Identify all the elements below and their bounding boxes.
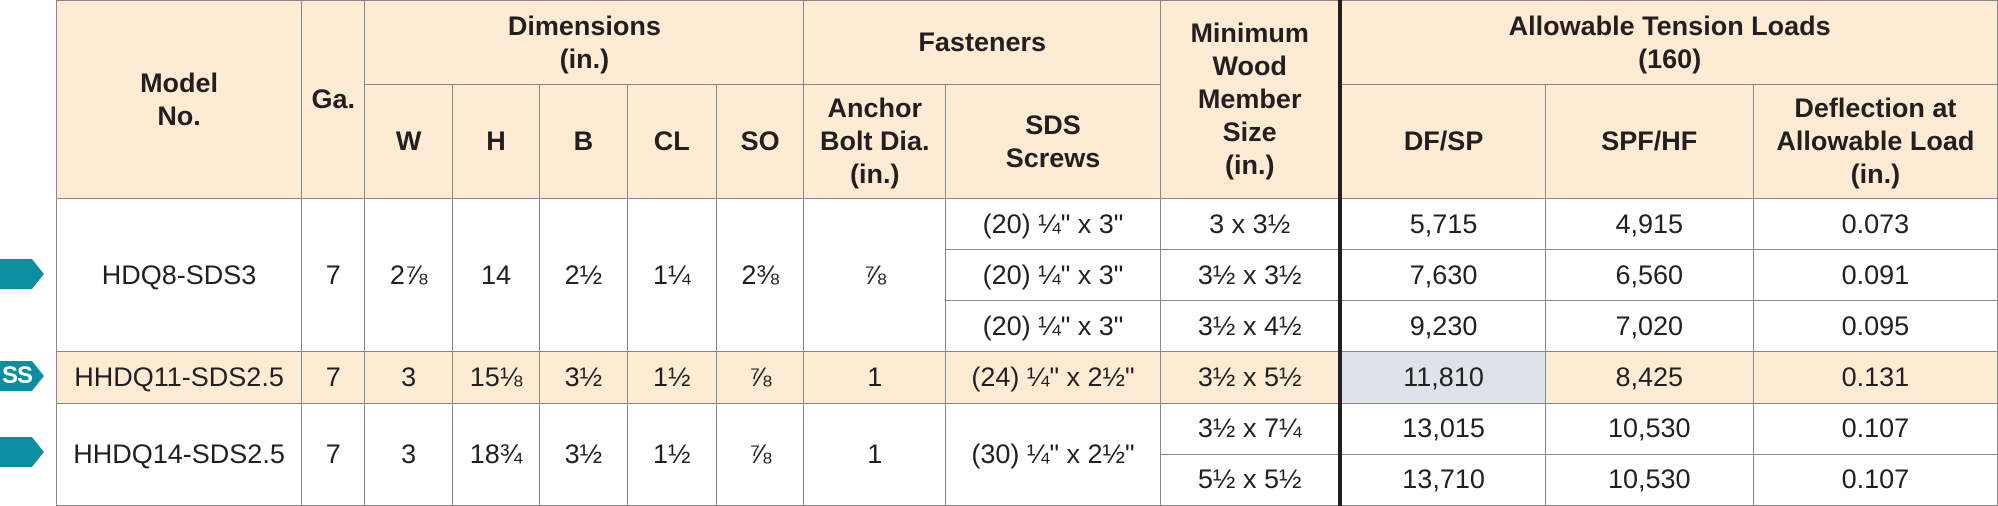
arrow-marker-icon bbox=[0, 437, 44, 467]
h-cell: 14 bbox=[451, 197, 541, 353]
header-so: SO bbox=[715, 84, 805, 199]
hold-down-spec-table: Model No. Ga. Dimensions (in.) Fasteners… bbox=[55, 0, 1998, 506]
header-deflection: Deflection at Allowable Load (in.) bbox=[1752, 84, 1998, 199]
anchor-cell: 1 bbox=[803, 402, 947, 506]
w-cell: 3 bbox=[364, 402, 453, 506]
table-row: 5½ x 5½ 13,710 10,530 0.107 bbox=[57, 453, 1998, 506]
model-cell: HDQ8-SDS3 bbox=[55, 197, 303, 353]
wood-cell: 5½ x 5½ bbox=[1160, 453, 1341, 506]
w-cell: 3 bbox=[364, 351, 453, 404]
header-fasteners: Fasteners bbox=[803, 0, 1162, 85]
deflection-cell: 0.107 bbox=[1752, 402, 1998, 455]
ss-marker: SS bbox=[0, 361, 44, 391]
sds-cell: (30) ¼" x 2½" bbox=[945, 402, 1162, 506]
header-h: H bbox=[451, 84, 541, 199]
b-cell: 3½ bbox=[539, 351, 628, 404]
header-spfhf: SPF/HF bbox=[1544, 84, 1754, 199]
so-cell: ⅞ bbox=[715, 402, 805, 506]
cl-cell: 1¼ bbox=[626, 197, 717, 353]
deflection-cell: 0.095 bbox=[1752, 300, 1998, 353]
header-b: B bbox=[539, 84, 628, 199]
dfsp-cell: 7,630 bbox=[1338, 249, 1546, 302]
header-model-no: Model No. bbox=[55, 0, 303, 199]
spfhf-cell: 10,530 bbox=[1544, 402, 1754, 455]
cl-cell: 1½ bbox=[626, 351, 717, 404]
header-anchor-bolt: Anchor Bolt Dia. (in.) bbox=[803, 84, 947, 199]
spfhf-cell: 10,530 bbox=[1544, 453, 1754, 506]
deflection-cell: 0.131 bbox=[1752, 351, 1998, 404]
dfsp-cell: 9,230 bbox=[1338, 300, 1546, 353]
arrow-marker bbox=[0, 437, 44, 467]
dfsp-cell: 5,715 bbox=[1338, 197, 1546, 251]
model-cell: HHDQ11-SDS2.5 bbox=[55, 351, 303, 404]
wood-cell: 3 x 3½ bbox=[1160, 197, 1341, 251]
ga-cell: 7 bbox=[301, 402, 366, 506]
dfsp-cell: 13,710 bbox=[1338, 453, 1546, 506]
model-cell: HHDQ14-SDS2.5 bbox=[55, 402, 303, 506]
header-ga: Ga. bbox=[301, 0, 366, 199]
ga-cell: 7 bbox=[301, 351, 366, 404]
sds-cell: (20) ¼" x 3" bbox=[945, 300, 1162, 353]
so-cell: 2⅜ bbox=[715, 197, 805, 353]
deflection-cell: 0.091 bbox=[1752, 249, 1998, 302]
spfhf-cell: 8,425 bbox=[1544, 351, 1754, 404]
table-row: (20) ¼" x 3" 3½ x 3½ 7,630 6,560 0.091 bbox=[57, 249, 1998, 302]
header-dimensions: Dimensions (in.) bbox=[364, 0, 805, 85]
dfsp-cell: 13,015 bbox=[1338, 402, 1546, 455]
ss-marker-label: SS bbox=[2, 362, 33, 389]
sds-cell: (24) ¼" x 2½" bbox=[945, 351, 1162, 404]
deflection-cell: 0.073 bbox=[1752, 197, 1998, 251]
wood-cell: 3½ x 4½ bbox=[1160, 300, 1341, 353]
w-cell: 2⅞ bbox=[364, 197, 453, 353]
header-w: W bbox=[364, 84, 453, 199]
ss-marker-icon bbox=[0, 361, 44, 391]
table-row: HHDQ14-SDS2.5 7 3 18¾ 3½ 1½ ⅞ 1 (30) ¼" … bbox=[55, 402, 1998, 506]
wood-cell: 3½ x 3½ bbox=[1160, 249, 1341, 302]
arrow-marker bbox=[0, 259, 44, 289]
header-min-wood: Minimum Wood Member Size (in.) bbox=[1160, 0, 1341, 199]
h-cell: 15⅛ bbox=[451, 351, 541, 404]
anchor-cell: ⅞ bbox=[803, 197, 947, 353]
ga-cell: 7 bbox=[301, 197, 366, 353]
header-dfsp: DF/SP bbox=[1338, 84, 1546, 199]
b-cell: 3½ bbox=[539, 402, 628, 506]
row-markers: SS bbox=[0, 0, 56, 506]
header-cl: CL bbox=[626, 84, 717, 199]
table-row: HHDQ11-SDS2.5 7 3 15⅛ 3½ 1½ ⅞ 1 (24) ¼" … bbox=[55, 351, 1998, 404]
header-allowable-loads: Allowable Tension Loads (160) bbox=[1338, 0, 1998, 85]
header-sds-screws: SDS Screws bbox=[945, 84, 1162, 199]
dfsp-cell: 11,810 bbox=[1338, 351, 1546, 404]
spfhf-cell: 6,560 bbox=[1544, 249, 1754, 302]
h-cell: 18¾ bbox=[451, 402, 541, 506]
sds-cell: (20) ¼" x 3" bbox=[945, 197, 1162, 251]
anchor-cell: 1 bbox=[803, 351, 947, 404]
table-row: HDQ8-SDS3 7 2⅞ 14 2½ 1¼ 2⅜ ⅞ (20) ¼" x 3… bbox=[55, 197, 1998, 353]
deflection-cell: 0.107 bbox=[1752, 453, 1998, 506]
spfhf-cell: 7,020 bbox=[1544, 300, 1754, 353]
arrow-marker-icon bbox=[0, 259, 44, 289]
so-cell: ⅞ bbox=[715, 351, 805, 404]
b-cell: 2½ bbox=[539, 197, 628, 353]
wood-cell: 3½ x 5½ bbox=[1160, 351, 1341, 404]
spfhf-cell: 4,915 bbox=[1544, 197, 1754, 251]
wood-cell: 3½ x 7¼ bbox=[1160, 402, 1341, 455]
table-row: (20) ¼" x 3" 3½ x 4½ 9,230 7,020 0.095 bbox=[57, 300, 1998, 353]
sds-cell: (20) ¼" x 3" bbox=[945, 249, 1162, 302]
cl-cell: 1½ bbox=[626, 402, 717, 506]
